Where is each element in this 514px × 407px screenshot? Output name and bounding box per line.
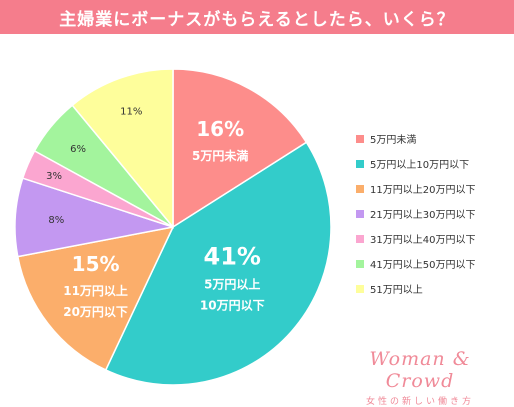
pie-chart: 16% 5万円未満 41% 5万円以上 10万円以下 15% 11万円以上 20万円以下 8% 3… [14,68,332,386]
slice-value-label: 41% [204,242,261,270]
pie-slice [16,225,175,371]
legend-swatch [356,259,364,268]
slice-value-label: 11% [120,107,142,118]
slice-value-label: 15% [72,252,120,276]
slice-value-label: 3% [46,171,62,182]
legend-item: 21万円以上30万円以下 [356,201,475,226]
legend-item: 51万円以上 [356,276,475,301]
legend-label: 31万円以上40万円以下 [370,235,476,246]
logo-wordmark: Woman & Crowd [369,348,471,392]
legend-label: 41万円以上50万円以下 [370,260,476,271]
pie-slice [172,68,308,229]
legend-item: 11万円以上20万円以下 [356,176,475,201]
slice-category-label: 5万円未満 [192,148,248,163]
legend-label: 51万円以上 [370,285,423,296]
legend-item: 31万円以上40万円以下 [356,226,475,251]
slice-value-label: 8% [48,215,64,226]
slice-category-label: 10万円以下 [200,298,265,312]
slice-category-label: 20万円以下 [63,305,128,319]
logo-tagline: 女性の新しい働き方 [365,397,474,407]
legend-label: 5万円未満 [370,135,417,146]
legend-item: 5万円未満 [356,126,475,151]
legend-swatch [356,284,364,293]
chart-legend: 5万円未満 5万円以上10万円以下 11万円以上20万円以下 21万円以上30万円以下… [356,126,475,301]
legend-item: 5万円以上10万円以下 [356,151,475,176]
slice-category-label: 11万円以上 [63,283,128,298]
legend-swatch [356,234,364,243]
title-bar: 主婦業にボーナスがもらえるとしたら、いくら？ [0,0,514,34]
slice-category-label: 5万円以上 [204,276,260,291]
legend-label: 5万円以上10万円以下 [370,160,470,171]
brand-logo: Woman & Crowd 女性の新しい働き方 [338,348,502,407]
legend-swatch [356,209,364,218]
legend-swatch [356,134,364,143]
slice-value-label: 16% [196,117,244,141]
legend-swatch [356,184,364,193]
legend-label: 21万円以上30万円以下 [370,210,476,221]
legend-swatch [356,159,364,168]
pie-slice [71,68,174,230]
legend-label: 11万円以上20万円以下 [370,185,476,196]
pie-slice [104,141,332,386]
legend-item: 41万円以上50万円以下 [356,251,475,276]
chart-title: 主婦業にボーナスがもらえるとしたら、いくら？ [59,9,455,30]
slice-value-label: 6% [70,144,86,155]
